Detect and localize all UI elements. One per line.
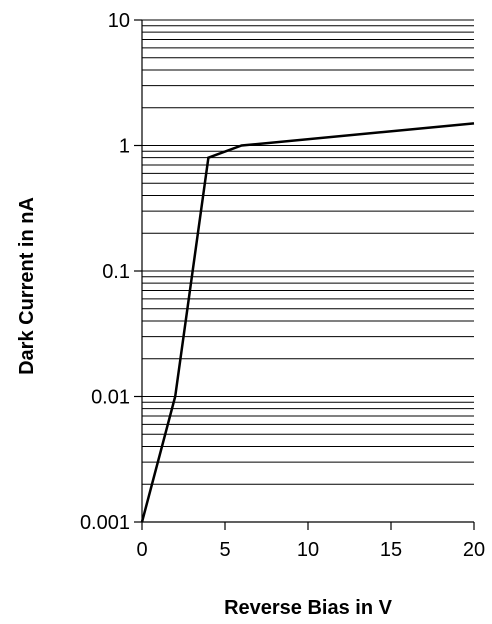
series-line bbox=[140, 122, 475, 523]
y-tick-label: 0.01 bbox=[91, 387, 130, 409]
series-layer bbox=[140, 122, 475, 523]
x-tick-label: 5 bbox=[219, 539, 230, 561]
axes bbox=[134, 19, 475, 530]
x-tick-label: 20 bbox=[463, 539, 485, 561]
gridlines bbox=[142, 19, 474, 485]
y-tick-label: 10 bbox=[108, 10, 130, 32]
x-tick-label: 0 bbox=[136, 539, 147, 561]
tick-labels: 0.001 0.01 0.1 1 10 0 5 10 15 20 bbox=[80, 10, 485, 561]
y-tick-label: 0.1 bbox=[102, 261, 130, 283]
y-tick-label: 0.001 bbox=[80, 512, 130, 534]
x-tick-label: 15 bbox=[380, 539, 402, 561]
x-tick-label: 10 bbox=[297, 539, 319, 561]
x-axis-title: Reverse Bias in V bbox=[224, 597, 393, 619]
y-axis-title: Dark Current in nA bbox=[16, 197, 38, 375]
y-tick-label: 1 bbox=[119, 136, 130, 158]
